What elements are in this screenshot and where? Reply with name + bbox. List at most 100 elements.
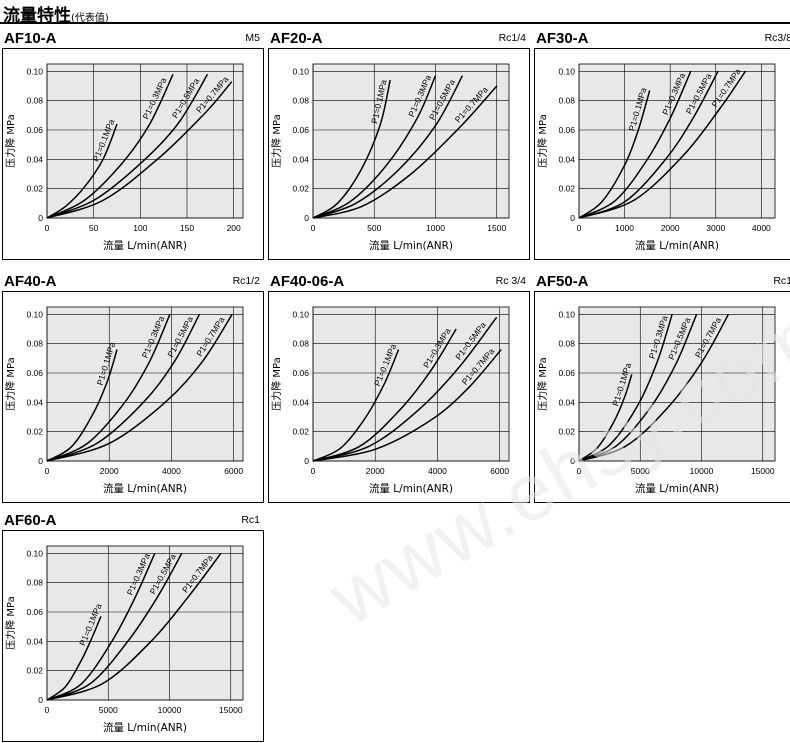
y-tick-label: 0.02	[558, 184, 575, 194]
panel-model-label: AF10-A	[4, 30, 57, 47]
x-tick-label: 0	[577, 223, 582, 233]
y-tick-label: 0.08	[558, 96, 575, 106]
y-tick-label: 0	[38, 213, 43, 223]
chart-svg: 00.020.040.060.080.100 5000 10000 15000P1=0…	[4, 545, 244, 734]
header-rule	[0, 22, 790, 24]
chart-svg: 00.020.040.060.080.100 500 1000 1500P1=0.1M…	[270, 63, 510, 252]
series-curve	[46, 81, 233, 219]
panel-model-label: AF40-A	[4, 273, 57, 290]
x-tick-label: 150	[180, 223, 194, 233]
series-curve	[46, 552, 222, 701]
x-tick-label: 50	[89, 223, 99, 233]
x-tick-label: 4000	[428, 466, 447, 476]
x-tick-label: 2000	[661, 223, 680, 233]
y-tick-label: 0.06	[558, 125, 575, 135]
chart-svg: 00.020.040.060.080.100 2000 4000 6000P1=0.1…	[4, 306, 244, 495]
plot-border	[312, 306, 510, 462]
x-tick-label: 5000	[99, 705, 118, 715]
y-tick-label: 0.06	[292, 368, 309, 378]
page-header: 流量特性(代表值)	[0, 0, 790, 26]
y-tick-label: 0.04	[292, 154, 309, 164]
y-tick-label: 0.04	[558, 154, 575, 164]
series-curve	[46, 73, 209, 219]
y-tick-label: 0.04	[292, 397, 309, 407]
plot-border	[46, 63, 244, 219]
chart-panel-af40: AF40-A Rc1/2 0 0.02 0.04 0.06 0.08 0.10 0 2000 4…	[2, 273, 264, 503]
panel-port-label: M5	[245, 32, 260, 44]
x-axis-label: 流量 L/min(ANR)	[103, 239, 187, 252]
series-curve	[46, 313, 201, 462]
series-curve	[578, 71, 692, 219]
series-curve	[578, 313, 730, 462]
x-tick-label: 0	[45, 705, 50, 715]
y-tick-label: 0.08	[558, 339, 575, 349]
panel-port-label: Rc 3/4	[495, 275, 526, 287]
plot-border	[46, 545, 244, 701]
chart-frame: 0 0.02 0.04 0.06 0.08 0.10 0 1000 2000 3000 4000 P1…	[534, 48, 790, 260]
y-axis-label: 压力降 MPa	[4, 596, 17, 650]
y-tick-label: 0.08	[26, 578, 43, 588]
y-tick-label: 0	[570, 213, 575, 223]
y-axis-label: 压力降 MPa	[536, 114, 549, 168]
chart-panel-af30: AF30-A Rc3/8 0 0.02 0.04 0.06 0.08 0.10 0 1000 2…	[534, 30, 790, 260]
panel-port-label: Rc1/4	[498, 32, 526, 44]
panel-model-label: AF20-A	[270, 30, 323, 47]
x-tick-label: 2000	[100, 466, 119, 476]
x-tick-label: 2000	[366, 466, 385, 476]
y-axis-label: 压力降 MPa	[4, 357, 17, 411]
series-curve	[312, 79, 391, 219]
y-tick-label: 0.06	[292, 125, 309, 135]
series-curve	[578, 70, 719, 219]
x-tick-label: 1000	[426, 223, 445, 233]
y-tick-label: 0.02	[292, 184, 309, 194]
x-axis-label: 流量 L/min(ANR)	[103, 721, 187, 734]
chart-svg: 00.020.040.060.080.100 5000 10000 15000P1=0…	[536, 306, 776, 495]
y-tick-label: 0.02	[558, 427, 575, 437]
x-tick-label: 10000	[690, 466, 714, 476]
y-axis-label: 压力降 MPa	[270, 114, 283, 168]
x-tick-label: 0	[577, 466, 582, 476]
y-tick-label: 0.10	[558, 66, 575, 76]
plot-area	[47, 546, 243, 700]
series-curve	[312, 75, 464, 219]
x-tick-label: 200	[227, 223, 241, 233]
y-tick-label: 0.02	[26, 427, 43, 437]
series-curve	[312, 349, 502, 462]
y-tick-label: 0.08	[26, 339, 43, 349]
panel-model-label: AF40-06-A	[270, 273, 345, 290]
y-tick-label: 0.02	[292, 427, 309, 437]
y-tick-label: 0.10	[292, 66, 309, 76]
x-tick-label: 15000	[219, 705, 243, 715]
series-curve	[578, 90, 651, 219]
y-tick-label: 0.04	[26, 397, 43, 407]
series-curve	[312, 349, 400, 462]
x-tick-label: 3000	[706, 223, 725, 233]
plot-area	[579, 307, 775, 461]
chart-panel-af10: AF10-A M5 0 0.02 0.04 0.06 0.08 0.10 0 50 100 150…	[2, 30, 264, 260]
y-tick-label: 0.02	[26, 666, 43, 676]
y-tick-label: 0	[38, 456, 43, 466]
panel-port-label: Rc1	[241, 514, 260, 526]
chart-frame: 0 0.02 0.04 0.06 0.08 0.10 0 50 100 150 200 P1=0.1M…	[2, 48, 264, 260]
chart-panel-af20: AF20-A Rc1/4 0 0.02 0.04 0.06 0.08 0.10 0 500 10…	[268, 30, 530, 260]
x-axis-label: 流量 L/min(ANR)	[635, 239, 719, 252]
x-tick-label: 0	[311, 223, 316, 233]
x-tick-label: 0	[311, 466, 316, 476]
series-curve	[46, 73, 174, 219]
series-curve	[578, 70, 747, 219]
plot-area	[313, 307, 509, 461]
plot-area	[313, 64, 509, 218]
series-curve	[312, 85, 498, 219]
y-axis-label: 压力降 MPa	[4, 114, 17, 168]
y-tick-label: 0.08	[26, 96, 43, 106]
y-tick-label: 0.10	[26, 66, 43, 76]
x-tick-label: 5000	[631, 466, 650, 476]
x-tick-label: 500	[367, 223, 381, 233]
x-tick-label: 0	[45, 223, 50, 233]
y-tick-label: 0.02	[26, 184, 43, 194]
page-title-text: 流量特性	[3, 6, 71, 26]
x-tick-label: 100	[133, 223, 147, 233]
y-tick-label: 0.06	[26, 125, 43, 135]
panel-port-label: Rc3/8	[764, 32, 790, 44]
series-curve	[312, 75, 437, 219]
